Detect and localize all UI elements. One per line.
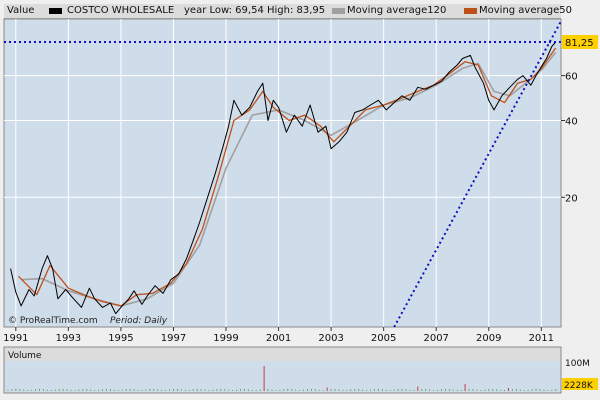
ma120-legend-label: Moving average120 [347, 5, 447, 16]
value-label: Value [7, 5, 35, 16]
y-tick-label: 40 [565, 116, 578, 127]
y-tick-label: 20 [565, 193, 578, 204]
ma120-swatch-icon [332, 8, 345, 14]
chart-legend-bar: Value COSTCO WHOLESALE year Low: 69,54 H… [4, 4, 572, 19]
ma50-legend-label: Moving average50 [479, 5, 572, 16]
x-tick-label: 2007 [423, 333, 448, 344]
x-tick-label: 1993 [56, 333, 81, 344]
volume-label: Volume [8, 351, 42, 361]
x-tick-label: 2001 [266, 333, 291, 344]
x-tick-label: 1999 [213, 333, 238, 344]
x-tick-label: 1991 [3, 333, 28, 344]
volume-last-badge [562, 378, 598, 390]
ma50-swatch-icon [464, 8, 477, 14]
security-name: COSTCO WHOLESALE [67, 5, 175, 16]
price-series-line [10, 41, 557, 315]
ma50-series-line [18, 47, 557, 307]
year-range: year Low: 69,54 High: 83,95 [184, 5, 326, 16]
period-label: Period: Daily [110, 316, 168, 326]
x-tick-label: 2011 [529, 333, 554, 344]
x-tick-label: 1997 [161, 333, 186, 344]
price-swatch-icon [49, 8, 62, 14]
last-value-badge [562, 34, 598, 49]
support-trendline [393, 20, 562, 328]
volume-tick-100m: 100M [565, 359, 590, 369]
x-tick-label: 1995 [108, 333, 133, 344]
y-tick-label: 60 [565, 72, 578, 83]
volume-last-label: 2228K [564, 381, 594, 391]
x-tick-label: 2003 [318, 333, 343, 344]
x-tick-label: 2009 [476, 333, 501, 344]
price-plot-area [3, 18, 562, 328]
x-tick-label: 2005 [371, 333, 396, 344]
volume-header [5, 348, 560, 361]
source-credit: © ProRealTime.com [8, 316, 98, 326]
last-value-label: 81,25 [565, 38, 594, 49]
